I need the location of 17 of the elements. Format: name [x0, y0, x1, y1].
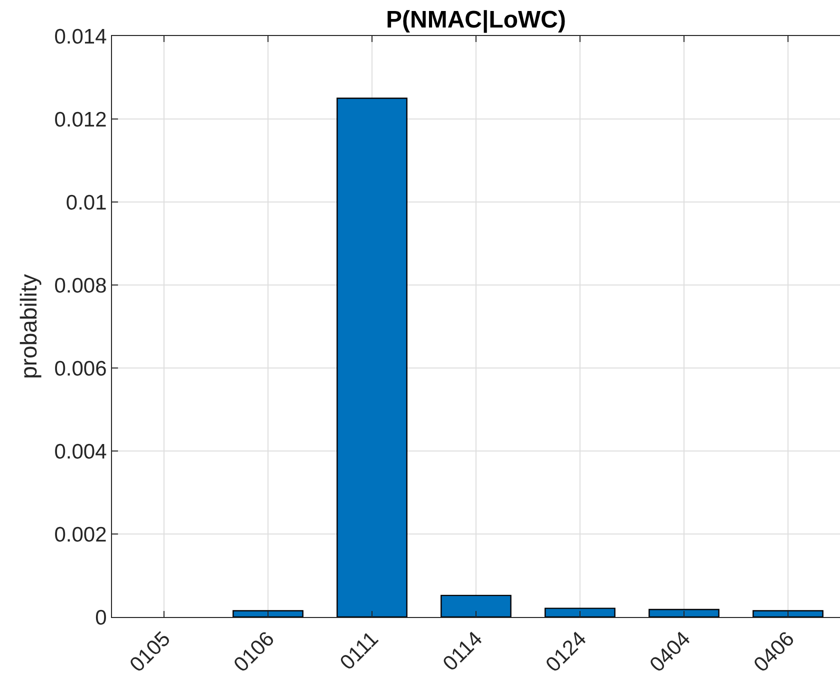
bar	[232, 610, 304, 617]
bar	[752, 610, 824, 617]
y-tick-label: 0	[95, 606, 107, 630]
x-tick-label: 0111	[336, 627, 383, 674]
y-tick-label: 0.01	[66, 191, 107, 214]
y-axis-title: probability	[16, 274, 42, 379]
bar	[544, 608, 616, 617]
y-tick-label: 0.002	[54, 523, 107, 546]
y-tick-label: 0.006	[54, 357, 107, 380]
chart-title: P(NMAC|LoWC)	[386, 6, 566, 34]
y-tick-label: 0.008	[54, 274, 107, 298]
bar	[336, 98, 408, 617]
y-tick-label: 0.012	[54, 108, 107, 132]
y-tick-label: 0.014	[54, 25, 108, 48]
bar	[440, 594, 512, 617]
bar	[648, 608, 720, 617]
y-tick-label: 0.004	[54, 440, 108, 464]
